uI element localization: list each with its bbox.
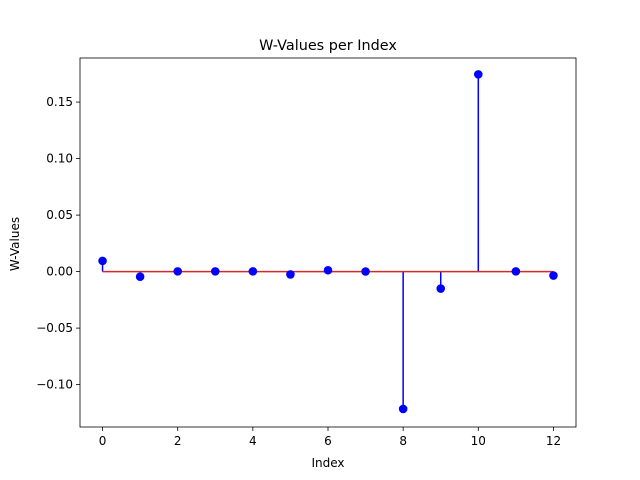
data-point — [361, 267, 370, 276]
plot-area: 0 2 4 6 8 10 12 −0.10 −0.05 0.00 0.05 0.10 0.15 — [36, 57, 577, 448]
data-point — [210, 267, 220, 276]
data-point — [248, 267, 258, 276]
x-tick-label: 2 — [174, 434, 182, 448]
data-point — [436, 284, 446, 293]
data-point — [98, 256, 107, 266]
data-point — [511, 267, 521, 276]
y-tick-label: 0.15 — [46, 95, 73, 109]
x-tick-label: 8 — [399, 434, 407, 448]
y-tick-label: −0.10 — [36, 378, 73, 392]
data-point — [323, 265, 333, 275]
axes-frame — [79, 57, 577, 428]
y-tick-label: 0.10 — [46, 152, 73, 166]
chart-title: W-Values per Index — [259, 38, 397, 54]
data-point — [286, 270, 295, 279]
y-tick-label: 0.00 — [46, 265, 73, 279]
x-tick-label: 4 — [249, 434, 257, 448]
y-axis-label: W-Values — [8, 217, 22, 271]
x-tick-label: 6 — [324, 434, 332, 448]
data-point — [398, 404, 408, 414]
x-tick-label: 0 — [99, 434, 107, 448]
data-point — [474, 70, 483, 79]
data-point — [549, 271, 558, 280]
x-axis-label: Index — [311, 456, 344, 470]
y-tick-label: −0.05 — [36, 321, 73, 335]
data-point — [135, 272, 145, 281]
y-tick-label: 0.05 — [46, 208, 73, 222]
x-tick-label: 12 — [546, 434, 561, 448]
data-point — [173, 267, 182, 276]
x-tick-label: 10 — [471, 434, 486, 448]
